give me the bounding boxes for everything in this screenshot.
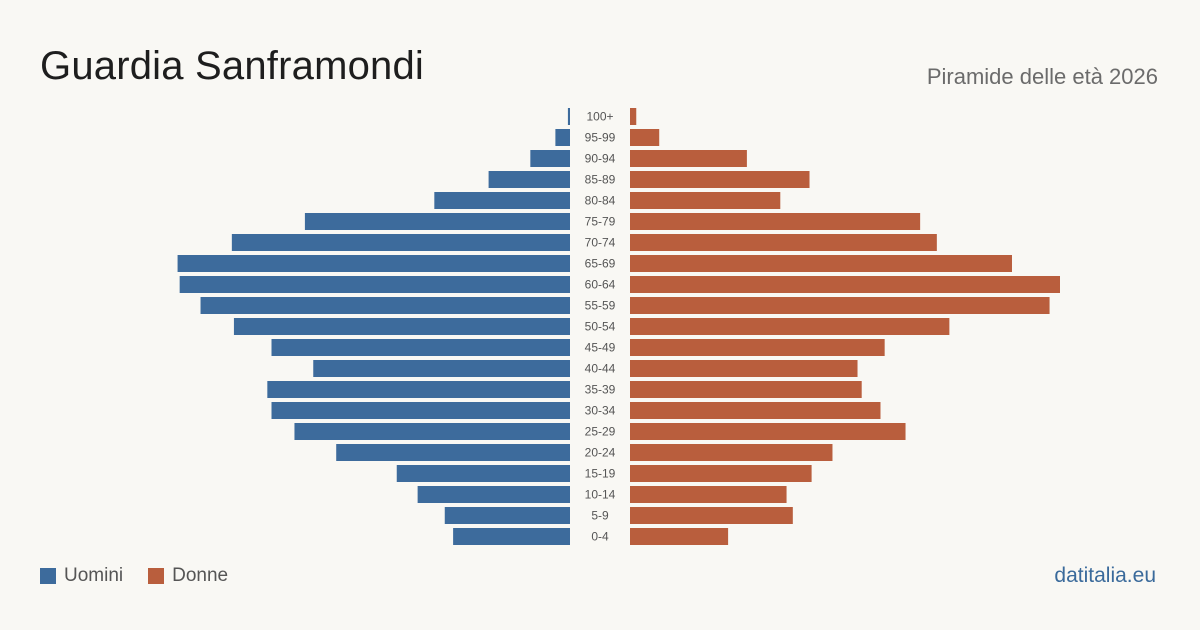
bar-men-55-59 [200, 297, 570, 314]
age-label-30-34: 30-34 [585, 404, 616, 418]
bar-women-45-49 [630, 339, 885, 356]
brand-link[interactable]: datitalia.eu [1054, 564, 1156, 587]
bar-women-30-34 [630, 402, 881, 419]
age-label-60-64: 60-64 [585, 278, 616, 292]
age-label-45-49: 45-49 [585, 341, 616, 355]
bar-men-10-14 [417, 486, 570, 503]
legend: Uomini Donne [40, 565, 253, 587]
bar-men-5-9 [444, 507, 570, 524]
bar-men-25-29 [294, 423, 570, 440]
bar-women-75-79 [630, 213, 921, 230]
bar-women-80-84 [630, 192, 781, 209]
bar-men-60-64 [179, 276, 570, 293]
bar-women-85-89 [630, 171, 810, 188]
bar-women-35-39 [630, 381, 862, 398]
bar-men-40-44 [313, 360, 570, 377]
bar-men-70-74 [231, 234, 570, 251]
age-label-40-44: 40-44 [585, 362, 616, 376]
legend-item-men: Uomini [40, 565, 123, 587]
age-label-80-84: 80-84 [585, 194, 616, 208]
bar-men-15-19 [396, 465, 570, 482]
bar-women-65-69 [630, 255, 1012, 272]
legend-label-men: Uomini [64, 565, 124, 586]
bar-women-5-9 [630, 507, 793, 524]
age-label-35-39: 35-39 [585, 383, 616, 397]
bar-men-0-4 [453, 528, 570, 545]
bar-men-30-34 [271, 402, 570, 419]
bar-men-65-69 [177, 255, 570, 272]
bar-men-20-24 [336, 444, 570, 461]
age-label-10-14: 10-14 [585, 488, 616, 502]
bar-men-95-99 [555, 129, 570, 146]
age-label-95-99: 95-99 [585, 131, 616, 145]
bar-men-85-89 [488, 171, 570, 188]
bar-men-100plus [567, 108, 570, 125]
age-label-50-54: 50-54 [585, 320, 616, 334]
bar-men-35-39 [267, 381, 570, 398]
bar-women-100plus [630, 108, 637, 125]
age-label-15-19: 15-19 [585, 467, 616, 481]
bar-men-75-79 [304, 213, 570, 230]
age-label-100plus: 100+ [586, 110, 613, 124]
bar-women-15-19 [630, 465, 812, 482]
bar-women-20-24 [630, 444, 833, 461]
age-label-75-79: 75-79 [585, 215, 616, 229]
legend-label-women: Donne [172, 565, 229, 586]
bar-women-50-54 [630, 318, 950, 335]
legend-item-women: Donne [148, 565, 228, 587]
legend-swatch-men [40, 568, 56, 584]
age-label-90-94: 90-94 [585, 152, 616, 166]
bar-women-55-59 [630, 297, 1050, 314]
age-label-25-29: 25-29 [585, 425, 616, 439]
chart-subtitle: Piramide delle età 2026 [926, 64, 1158, 89]
chart-title: Guardia Sanframondi [40, 44, 425, 88]
legend-swatch-women [148, 568, 165, 584]
age-label-70-74: 70-74 [585, 236, 616, 250]
age-label-55-59: 55-59 [585, 299, 616, 313]
bar-women-90-94 [630, 150, 747, 167]
bar-men-90-94 [530, 150, 570, 167]
bar-men-45-49 [271, 339, 570, 356]
age-label-5-9: 5-9 [591, 509, 609, 523]
age-label-0-4: 0-4 [591, 530, 609, 544]
bar-women-0-4 [630, 528, 729, 545]
bar-women-70-74 [630, 234, 937, 251]
bar-women-10-14 [630, 486, 787, 503]
age-label-85-89: 85-89 [585, 173, 616, 187]
bar-women-60-64 [630, 276, 1060, 293]
age-label-20-24: 20-24 [585, 446, 616, 460]
bar-women-95-99 [630, 129, 660, 146]
bar-women-40-44 [630, 360, 858, 377]
age-label-65-69: 65-69 [585, 257, 616, 271]
bar-men-80-84 [434, 192, 570, 209]
bar-women-25-29 [630, 423, 906, 440]
bar-men-50-54 [233, 318, 570, 335]
